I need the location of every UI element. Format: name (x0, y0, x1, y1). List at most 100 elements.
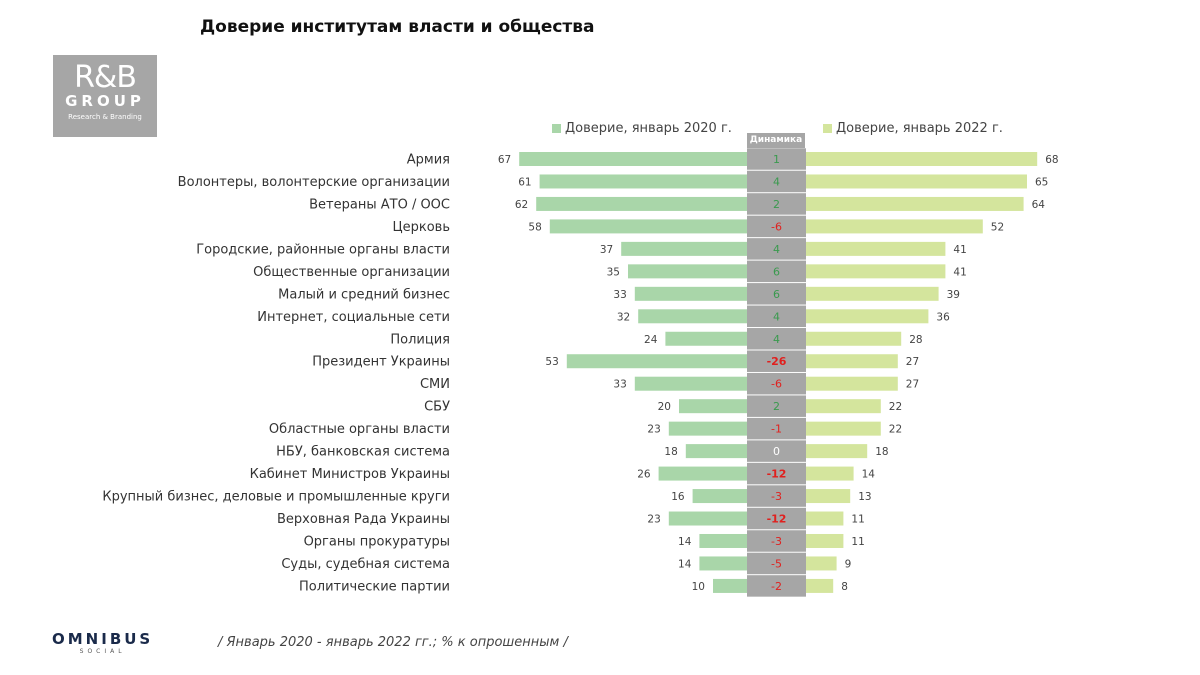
value-label-2022: 11 (851, 514, 864, 526)
category-label: Общественные организации (253, 265, 450, 280)
bar-2022 (806, 309, 929, 324)
value-label-2022: 65 (1035, 176, 1048, 188)
bar-2020 (566, 354, 747, 369)
bar-2022 (806, 219, 983, 234)
category-label: Областные органы власти (269, 422, 450, 437)
dynamics-cell (747, 350, 806, 372)
dynamics-cell (747, 170, 806, 193)
value-label-2020: 18 (664, 446, 677, 458)
value-label-2022: 41 (953, 244, 966, 256)
dynamics-value: -12 (767, 513, 787, 526)
value-label-2020: 61 (518, 176, 531, 188)
category-label: Политические партии (299, 579, 450, 594)
value-label-2020: 37 (600, 244, 613, 256)
bar-2022 (806, 264, 946, 279)
legend-label: Доверие, январь 2020 г. (565, 121, 732, 136)
category-label: Малый и средний бизнес (278, 287, 450, 302)
value-label-2022: 18 (875, 446, 888, 458)
bar-2020 (679, 399, 747, 414)
bar-2022 (806, 241, 946, 256)
bar-2020 (634, 376, 747, 391)
value-label-2022: 68 (1045, 154, 1058, 166)
bar-2022 (806, 196, 1024, 211)
value-label-2020: 62 (515, 199, 528, 211)
dynamics-value: 1 (773, 153, 780, 166)
value-label-2020: 53 (545, 356, 558, 368)
category-label: Церковь (393, 220, 450, 235)
value-label-2020: 24 (644, 334, 658, 346)
bar-2020 (539, 174, 747, 189)
bar-2022 (806, 399, 881, 414)
value-label-2022: 11 (851, 536, 864, 548)
category-label: Президент Украины (312, 355, 450, 370)
bar-2020 (549, 219, 747, 234)
value-label-2020: 23 (647, 514, 660, 526)
bar-2022 (806, 444, 868, 459)
dynamics-value: 6 (773, 265, 780, 278)
value-label-2020: 14 (678, 558, 692, 570)
value-label-2020: 23 (647, 424, 660, 436)
bar-2020 (692, 489, 747, 504)
bar-2022 (806, 152, 1038, 166)
legend-2022: Доверие, январь 2022 г. (823, 121, 1003, 136)
bar-2020 (638, 309, 747, 324)
bar-2022 (806, 421, 881, 436)
dynamics-cell (747, 417, 806, 440)
value-label-2022: 22 (889, 424, 902, 436)
bar-2022 (806, 286, 939, 301)
bar-2020 (519, 152, 747, 166)
value-label-2022: 52 (991, 221, 1004, 233)
bar-2022 (806, 511, 844, 526)
category-label: Интернет, социальные сети (257, 310, 450, 325)
dynamics-value: -5 (771, 557, 782, 570)
bar-2022 (806, 376, 898, 391)
bar-2020 (699, 533, 747, 548)
value-label-2020: 58 (528, 221, 541, 233)
category-label: СМИ (420, 377, 450, 392)
value-label-2020: 10 (692, 581, 705, 593)
dynamics-cell (747, 148, 806, 170)
bar-2020 (634, 286, 747, 301)
dynamics-cell (747, 395, 806, 417)
dynamics-cell (747, 193, 806, 215)
value-label-2022: 39 (947, 289, 960, 301)
category-label: СБУ (424, 400, 450, 415)
bar-2020 (628, 264, 747, 279)
dynamics-header: Динамика (747, 133, 805, 148)
dynamics-value: 4 (773, 243, 780, 256)
category-label: Армия (407, 153, 450, 168)
value-label-2020: 20 (658, 401, 671, 413)
bar-2020 (685, 444, 747, 459)
dynamics-cell (747, 238, 806, 260)
value-label-2020: 35 (607, 266, 620, 278)
page-title: Доверие институтам власти и общества (200, 17, 595, 37)
value-label-2022: 28 (909, 334, 922, 346)
dynamics-value: -12 (767, 468, 787, 481)
omnibus-sub: SOCIAL (79, 648, 126, 655)
bar-2020 (713, 578, 747, 593)
logo-line3: Research & Branding (68, 113, 142, 121)
omnibus-text: OMNIBUS (52, 630, 154, 648)
bar-2020 (536, 196, 747, 211)
value-label-2020: 16 (671, 491, 685, 503)
category-label: Крупный бизнес, деловые и промышленные к… (102, 490, 450, 505)
dynamics-cell (747, 283, 806, 305)
dynamics-value: -1 (771, 423, 782, 436)
bar-2020 (621, 241, 747, 256)
bar-2022 (806, 354, 898, 369)
legend-2020: Доверие, январь 2020 г. (552, 121, 732, 136)
value-label-2022: 9 (845, 558, 852, 570)
category-label: Кабинет Министров Украины (250, 467, 450, 482)
dynamics-value: -3 (771, 490, 782, 503)
dynamics-value: 2 (773, 198, 780, 211)
dynamics-value: -6 (771, 378, 782, 391)
dynamics-cell (747, 440, 806, 462)
dynamics-cell (747, 485, 806, 507)
dynamics-cell (747, 507, 806, 530)
value-label-2020: 67 (498, 154, 511, 166)
value-label-2020: 14 (678, 536, 692, 548)
value-label-2022: 13 (858, 491, 871, 503)
value-label-2022: 14 (862, 469, 876, 481)
bar-2020 (668, 511, 747, 526)
dynamics-cell (747, 305, 806, 328)
